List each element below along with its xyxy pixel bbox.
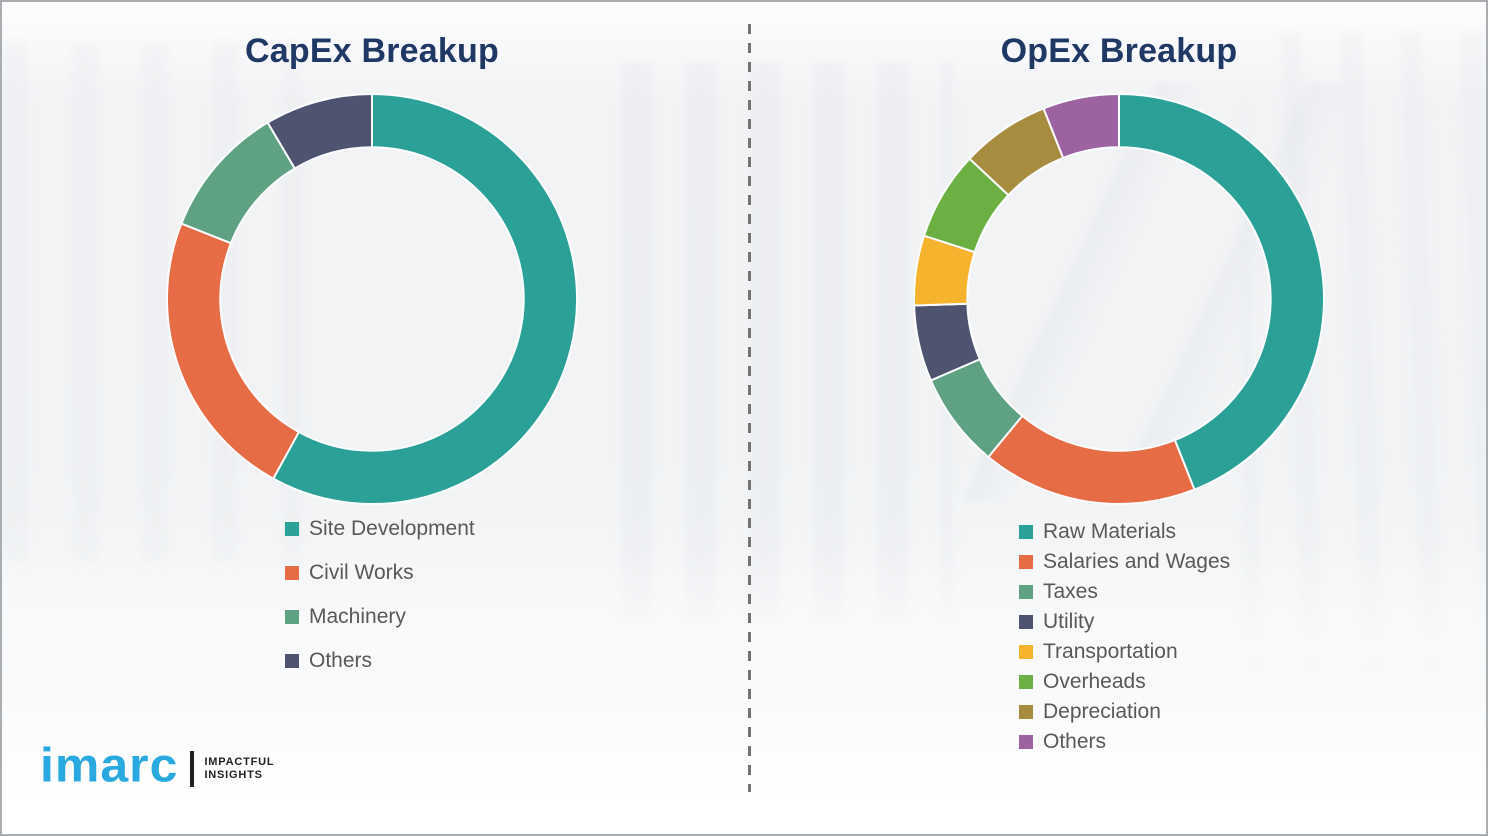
legend-item: Machinery bbox=[285, 604, 475, 630]
imarc-tagline-line1: IMPACTFUL bbox=[204, 756, 275, 768]
legend-swatch-icon bbox=[285, 522, 299, 536]
legend-swatch-icon bbox=[1019, 615, 1033, 629]
legend-item: Others bbox=[1019, 729, 1230, 755]
legend-label: Transportation bbox=[1043, 640, 1178, 663]
legend-item: Site Development bbox=[285, 516, 475, 542]
imarc-logo-tagline: IMPACTFUL INSIGHTS bbox=[204, 756, 274, 782]
legend-swatch-icon bbox=[285, 654, 299, 668]
imarc-logo-wordmark: imarc bbox=[40, 738, 179, 792]
capex-chart-title: CapEx Breakup bbox=[245, 32, 499, 70]
background-watermark bbox=[2, 542, 1486, 722]
vertical-dashed-divider bbox=[748, 24, 751, 792]
legend-swatch-icon bbox=[1019, 645, 1033, 659]
legend-swatch-icon bbox=[1019, 675, 1033, 689]
imarc-tagline-line2: INSIGHTS bbox=[204, 769, 263, 781]
legend-swatch-icon bbox=[1019, 555, 1033, 569]
background-watermark bbox=[622, 62, 952, 622]
donut-segment-others bbox=[266, 92, 373, 170]
capex-legend: Site Development Civil Works Machinery Othe… bbox=[285, 516, 475, 674]
donut-segment-salaries-and-wages bbox=[986, 414, 1196, 505]
legend-label: Others bbox=[1043, 730, 1107, 753]
legend-item: Civil Works bbox=[285, 560, 475, 586]
donut-segment-civil-works bbox=[166, 222, 301, 480]
donut-segment-site-development bbox=[271, 92, 578, 505]
legend-label: Raw Materials bbox=[1043, 520, 1177, 543]
legend-item: Transportation bbox=[1019, 639, 1230, 665]
legend-swatch-icon bbox=[1019, 525, 1033, 539]
legend-label: Overheads bbox=[1043, 670, 1146, 693]
legend-item: Raw Materials bbox=[1019, 519, 1230, 545]
legend-item: Depreciation bbox=[1019, 699, 1230, 725]
imarc-logo: imarc IMPACTFUL INSIGHTS bbox=[40, 740, 274, 790]
legend-swatch-icon bbox=[1019, 705, 1033, 719]
opex-legend: Raw Materials Salaries and Wages Taxes Util… bbox=[1019, 519, 1230, 755]
legend-label: Taxes bbox=[1043, 580, 1098, 603]
capex-donut-chart bbox=[166, 92, 578, 505]
donut-segment-raw-materials bbox=[1118, 92, 1325, 491]
legend-swatch-icon bbox=[1019, 585, 1033, 599]
legend-item: Taxes bbox=[1019, 579, 1230, 605]
legend-label: Civil Works bbox=[309, 561, 414, 584]
opex-donut-chart bbox=[913, 92, 1325, 505]
legend-swatch-icon bbox=[1019, 735, 1033, 749]
legend-label: Others bbox=[309, 649, 373, 672]
legend-item: Salaries and Wages bbox=[1019, 549, 1230, 575]
legend-swatch-icon bbox=[285, 610, 299, 624]
opex-chart-title: OpEx Breakup bbox=[1000, 32, 1238, 70]
legend-swatch-icon bbox=[285, 566, 299, 580]
donut-segment-others bbox=[1042, 92, 1120, 160]
legend-label: Depreciation bbox=[1043, 700, 1161, 723]
legend-item: Overheads bbox=[1019, 669, 1230, 695]
legend-label: Site Development bbox=[309, 517, 475, 540]
legend-label: Machinery bbox=[309, 605, 406, 628]
legend-item: Others bbox=[285, 648, 475, 674]
legend-item: Utility bbox=[1019, 609, 1230, 635]
legend-label: Salaries and Wages bbox=[1043, 550, 1231, 573]
imarc-logo-divider-bar bbox=[190, 751, 195, 787]
legend-label: Utility bbox=[1043, 610, 1095, 633]
